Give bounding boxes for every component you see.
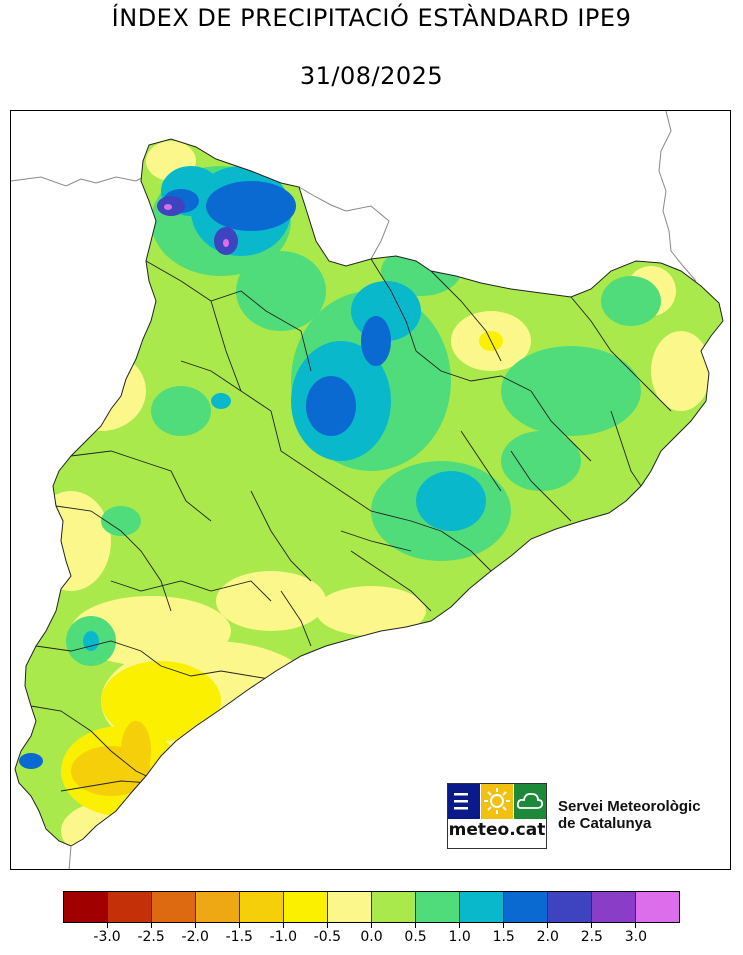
colorbar	[63, 891, 680, 923]
andorra-border	[298, 186, 390, 260]
map-title: ÍNDEX DE PRECIPITACIÓ ESTÀNDARD IPE9	[111, 4, 632, 32]
logo-text: meteo.cat	[448, 820, 546, 840]
catalonia-outline	[14, 138, 724, 847]
colorbar-segment	[416, 892, 460, 922]
colorbar-tick	[194, 923, 196, 928]
colorbar-segment	[592, 892, 636, 922]
colorbar-segment	[548, 892, 592, 922]
colorbar-tick	[591, 923, 593, 928]
colorbar-tick-label: -1.5	[225, 929, 253, 945]
colorbar-segment	[108, 892, 152, 922]
south-border	[68, 845, 72, 869]
organization-name-line1: Servei Meteorològic	[558, 798, 701, 815]
colorbar-tick	[282, 923, 284, 928]
colorbar-tick	[503, 923, 505, 928]
colorbar-tick-label: 2.5	[580, 929, 603, 945]
colorbar-tick-label: -1.0	[269, 929, 297, 945]
colorbar-tick	[547, 923, 549, 928]
colorbar-tick-label: -3.0	[93, 929, 121, 945]
colorbar-segment	[504, 892, 548, 922]
colorbar-tick-label: 1.5	[492, 929, 515, 945]
colorbar-tick	[415, 923, 417, 928]
colorbar-tick	[635, 923, 637, 928]
colorbar-tick-label: 3.0	[624, 929, 648, 945]
colorbar-segment	[152, 892, 196, 922]
wet-zones-5	[164, 204, 229, 247]
colorbar-tick	[238, 923, 240, 928]
colorbar-tick	[106, 923, 108, 928]
colorbar-tick	[150, 923, 152, 928]
colorbar-tick-label: 0.0	[360, 929, 383, 945]
colorbar-tick	[326, 923, 328, 928]
france-east-border	[658, 111, 697, 282]
colorbar-tick-label: -2.5	[137, 929, 165, 945]
france-border	[11, 172, 152, 187]
comarca-borders	[30, 258, 672, 792]
colorbar-segment	[284, 892, 328, 922]
colorbar-segment	[64, 892, 108, 922]
lines-icon	[448, 784, 480, 819]
colorbar-segment	[328, 892, 372, 922]
colorbar-tick-label: 0.5	[404, 929, 427, 945]
map-date: 31/08/2025	[299, 62, 444, 90]
colorbar-tick-label: -0.5	[313, 929, 342, 945]
cloud-icon	[514, 784, 546, 819]
colorbar-tick	[371, 923, 372, 928]
organization-name-line2: de Catalunya	[558, 815, 652, 832]
colorbar-segment	[636, 892, 679, 922]
catalonia-map	[11, 111, 724, 869]
meteocat-logo: meteo.cat	[447, 783, 547, 849]
dry-zones-3	[71, 721, 151, 796]
colorbar-tick-label: -2.0	[181, 929, 209, 945]
map-frame	[10, 110, 731, 870]
colorbar-segment	[372, 892, 416, 922]
wet-zones-3	[19, 181, 391, 769]
colorbar-segment	[460, 892, 504, 922]
colorbar-tick-label: 1.0	[448, 929, 471, 945]
colorbar-segment	[196, 892, 240, 922]
colorbar-tick	[459, 923, 461, 928]
colorbar-tick-label: 2.0	[536, 929, 559, 945]
colorbar-segment	[240, 892, 284, 922]
sun-icon	[481, 784, 513, 819]
